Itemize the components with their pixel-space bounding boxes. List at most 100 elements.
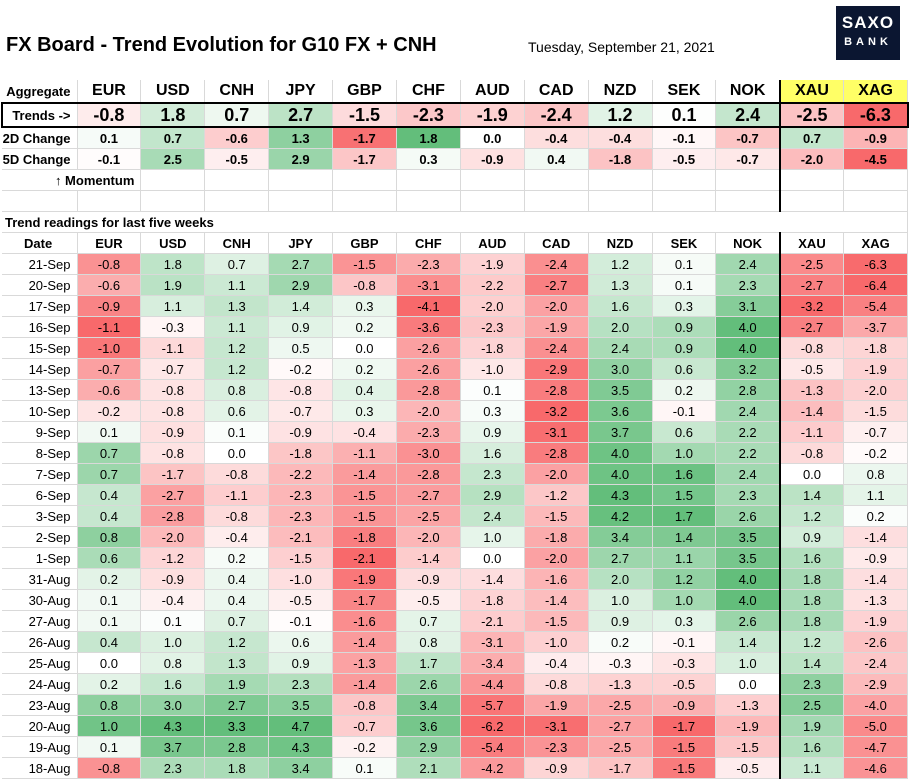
value-cell-sek: -1.5 xyxy=(652,736,717,758)
value-cell-cad: -0.9 xyxy=(524,757,589,779)
weekly-column-header-cad: CAD xyxy=(524,232,589,254)
row-date: 21-Sep xyxy=(2,253,78,275)
value-cell-gbp: -1.5 xyxy=(332,505,397,527)
value-cell-gbp: -2.1 xyxy=(332,547,397,569)
page-title: FX Board - Trend Evolution for G10 FX + … xyxy=(6,34,437,56)
value-cell-usd: 1.8 xyxy=(140,253,206,275)
value-cell-nzd: -0.3 xyxy=(588,652,653,674)
column-header-xau: XAU xyxy=(778,80,845,104)
value-cell-xau: -0.5 xyxy=(778,358,845,380)
row-date: 19-Aug xyxy=(2,736,78,758)
value-cell-jpy: -0.2 xyxy=(268,358,334,380)
value-cell-usd: -1.2 xyxy=(140,547,206,569)
value-cell-cnh: -0.6 xyxy=(204,127,270,149)
row-date: 30-Aug xyxy=(2,589,78,611)
value-cell-xag: 0.8 xyxy=(843,463,909,485)
table-row: 23-Aug 0.8 3.0 2.7 3.5 -0.8 3.4 -5.7 -1.9 -2.5 -0.… xyxy=(2,694,909,716)
weeks-title-row: Trend readings for last five weeks xyxy=(2,211,909,233)
value-cell-xag: 0.2 xyxy=(843,505,909,527)
value-cell-nok: 1.0 xyxy=(715,652,781,674)
weekly-column-header-jpy: JPY xyxy=(268,232,334,254)
empty-cell xyxy=(140,190,206,212)
value-cell-nzd: -1.8 xyxy=(588,148,653,170)
value-cell-jpy: -2.2 xyxy=(268,463,334,485)
value-cell-aud: 2.9 xyxy=(460,484,525,506)
value-cell-usd: 3.7 xyxy=(140,736,206,758)
value-cell-eur: 0.2 xyxy=(77,673,142,695)
table-row: 2-Sep 0.8 -2.0 -0.4 -2.1 -1.8 -2.0 1.0 -1.8 3.4 1.… xyxy=(2,526,909,548)
weekly-column-header-xag: XAG xyxy=(843,232,909,254)
value-cell-usd: 1.8 xyxy=(140,102,206,128)
value-cell-usd: -2.7 xyxy=(140,484,206,506)
value-cell-sek: 1.2 xyxy=(652,568,717,590)
value-cell-nzd: 1.6 xyxy=(588,295,653,317)
value-cell-chf: -3.0 xyxy=(396,442,461,464)
value-cell-eur: 0.0 xyxy=(77,652,142,674)
value-cell-chf: 2.1 xyxy=(396,757,461,779)
table-row: 20-Sep -0.6 1.9 1.1 2.9 -0.8 -3.1 -2.2 -2.7 1.3 0.… xyxy=(2,274,909,296)
value-cell-xag: -1.8 xyxy=(843,337,909,359)
value-cell-aud: -2.2 xyxy=(460,274,525,296)
value-cell-gbp: -1.7 xyxy=(332,589,397,611)
value-cell-xau: -2.5 xyxy=(778,102,845,128)
value-cell-xag: -4.5 xyxy=(843,148,909,170)
value-cell-nzd: 3.0 xyxy=(588,358,653,380)
5d-change-row: 5D Change -0.1 2.5 -0.5 2.9 -1.7 0.3 -0.9 0.4 -1.… xyxy=(2,148,909,170)
value-cell-jpy: 0.5 xyxy=(268,337,334,359)
column-header-cnh: CNH xyxy=(204,80,270,104)
table-row: 18-Aug -0.8 2.3 1.8 3.4 0.1 2.1 -4.2 -0.9 -1.7 -1.… xyxy=(2,757,909,779)
value-cell-usd: 2.5 xyxy=(140,148,206,170)
value-cell-aud: -5.7 xyxy=(460,694,525,716)
value-cell-chf: 0.8 xyxy=(396,631,461,653)
value-cell-cad: -0.8 xyxy=(524,673,589,695)
row-date: 18-Aug xyxy=(2,757,78,779)
value-cell-gbp: 0.3 xyxy=(332,295,397,317)
value-cell-chf: -2.8 xyxy=(396,379,461,401)
value-cell-cnh: -1.1 xyxy=(204,484,270,506)
value-cell-eur: 0.7 xyxy=(77,442,142,464)
value-cell-usd: -0.8 xyxy=(140,400,206,422)
value-cell-nzd: 4.0 xyxy=(588,442,653,464)
value-cell-xau: 1.1 xyxy=(778,757,845,779)
value-cell-nok: 4.0 xyxy=(715,568,781,590)
value-cell-xag: -0.9 xyxy=(843,547,909,569)
value-cell-jpy: 3.5 xyxy=(268,694,334,716)
value-cell-xau: -0.8 xyxy=(778,337,845,359)
value-cell-eur: 0.1 xyxy=(77,610,142,632)
value-cell-xag: 1.1 xyxy=(843,484,909,506)
empty-cell xyxy=(843,169,909,191)
value-cell-jpy: -0.1 xyxy=(268,610,334,632)
value-cell-chf: -2.8 xyxy=(396,463,461,485)
value-cell-chf: -2.3 xyxy=(396,421,461,443)
value-cell-usd: 1.6 xyxy=(140,673,206,695)
value-cell-nok: -1.9 xyxy=(715,715,781,737)
value-cell-xag: -2.4 xyxy=(843,652,909,674)
value-cell-chf: -3.1 xyxy=(396,274,461,296)
value-cell-gbp: -1.4 xyxy=(332,463,397,485)
value-cell-xau: 2.5 xyxy=(778,694,845,716)
value-cell-chf: -2.0 xyxy=(396,400,461,422)
value-cell-eur: 0.8 xyxy=(77,694,142,716)
empty-cell xyxy=(204,190,270,212)
weekly-column-header-cnh: CNH xyxy=(204,232,270,254)
value-cell-cnh: 1.2 xyxy=(204,358,270,380)
value-cell-chf: -2.3 xyxy=(396,253,461,275)
value-cell-chf: 0.3 xyxy=(396,148,461,170)
empty-cell xyxy=(204,169,270,191)
value-cell-aud: -5.4 xyxy=(460,736,525,758)
empty-cell xyxy=(2,190,78,212)
value-cell-gbp: -0.7 xyxy=(332,715,397,737)
value-cell-cad: -3.1 xyxy=(524,421,589,443)
value-cell-cnh: 1.8 xyxy=(204,757,270,779)
value-cell-xag: -1.3 xyxy=(843,589,909,611)
empty-cell xyxy=(332,190,397,212)
value-cell-cnh: 1.1 xyxy=(204,316,270,338)
empty-cell xyxy=(588,169,653,191)
value-cell-xag: -0.9 xyxy=(843,127,909,149)
value-cell-eur: 0.1 xyxy=(77,127,142,149)
value-cell-nok: 2.3 xyxy=(715,274,781,296)
value-cell-xau: -2.7 xyxy=(778,316,845,338)
value-cell-aud: -1.4 xyxy=(460,568,525,590)
value-cell-sek: 1.1 xyxy=(652,547,717,569)
value-cell-sek: 0.3 xyxy=(652,295,717,317)
